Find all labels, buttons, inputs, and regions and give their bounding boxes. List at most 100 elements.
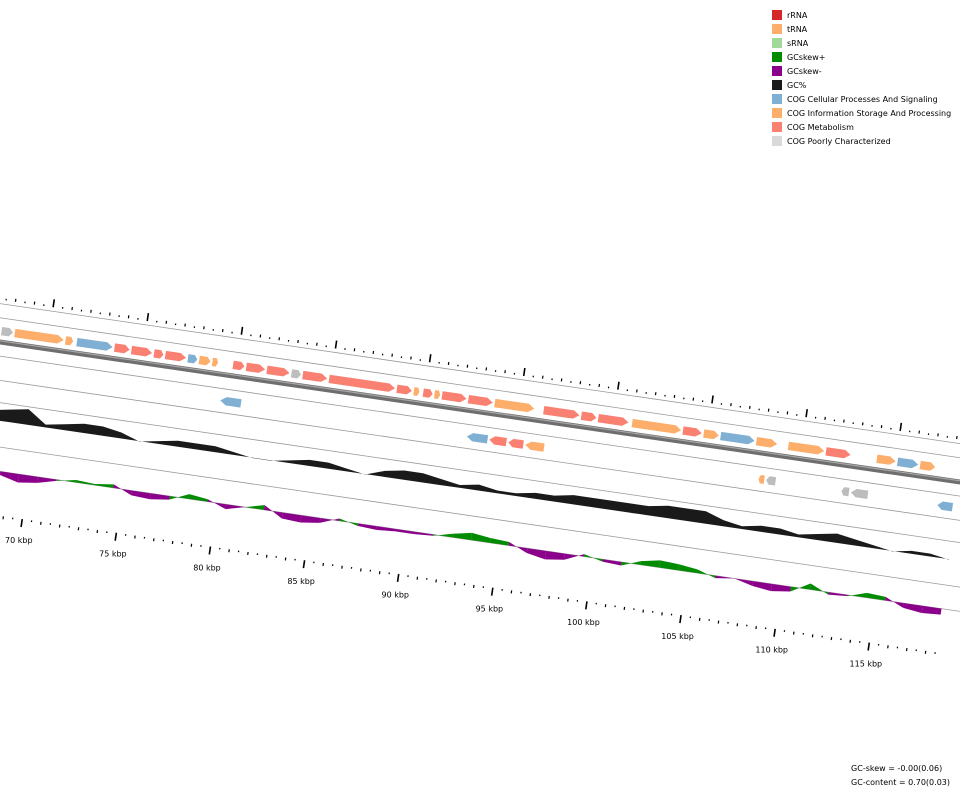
tick-mark — [490, 587, 494, 596]
reverse-gene-arrow — [466, 433, 489, 444]
reverse-gene-arrow — [766, 476, 777, 486]
legend-item: COG Information Storage And Processing — [772, 106, 951, 120]
gc-skew-segment — [75, 480, 95, 486]
reverse-gene-arrow — [758, 475, 765, 484]
forward-gene-arrow — [543, 406, 580, 419]
reverse-gene-arrow — [508, 438, 524, 449]
reverse-gene-arrow — [850, 488, 869, 499]
forward-gene-arrow — [682, 426, 702, 437]
kbp-label: 75 kbp — [99, 550, 127, 559]
gc-skew-segment — [489, 538, 510, 546]
legend-label: GCskew+ — [787, 52, 826, 62]
forward-gene-arrow — [755, 437, 778, 448]
track-guide-line — [0, 402, 960, 544]
gc-skew-segment — [921, 605, 942, 615]
forward-gene-arrow — [130, 345, 153, 357]
gc-skew-segment — [56, 479, 76, 483]
gc-skew-segment — [828, 592, 848, 597]
gc-skew-segment — [319, 518, 340, 523]
forward-gene-arrow — [720, 431, 755, 445]
gc-skew-segment — [715, 575, 735, 579]
genome-stats: GC-skew = -0.00(0.06) GC-content = 0.70(… — [851, 762, 950, 790]
reverse-gene-track — [220, 397, 954, 512]
kbp-label: 70 kbp — [5, 536, 33, 545]
kbp-label: 80 kbp — [193, 563, 221, 572]
legend-label: tRNA — [787, 24, 808, 34]
legend-swatch — [772, 66, 782, 76]
kbp-label: 110 kbp — [755, 646, 788, 655]
gc-skew-segment — [281, 512, 302, 523]
gc-skew-segment — [263, 505, 283, 519]
legend-item: tRNA — [772, 22, 951, 36]
tick-mark — [679, 615, 682, 624]
tick-mark — [584, 601, 588, 610]
forward-gene-arrow — [422, 388, 433, 398]
forward-gene-arrow — [787, 441, 825, 455]
gc-skew-segment — [207, 499, 227, 510]
forward-gene-arrow — [14, 328, 64, 344]
legend-item: GCskew- — [772, 64, 951, 78]
forward-gene-arrow — [876, 454, 896, 465]
forward-gene-arrow — [64, 336, 74, 346]
legend-label: GC% — [787, 80, 807, 90]
forward-gene-arrow — [703, 429, 719, 440]
legend-label: COG Poorly Characterized — [787, 136, 891, 146]
gc-skew-segment — [414, 531, 434, 536]
gc-skew-segment — [734, 578, 754, 586]
forward-gene-arrow — [441, 391, 467, 403]
tick-mark — [334, 340, 338, 349]
legend-swatch — [772, 122, 782, 132]
gc-skew-segment — [169, 494, 190, 500]
gc-skew-segment — [809, 583, 829, 595]
forward-gene-arrow — [153, 349, 164, 359]
legend-swatch — [772, 10, 782, 20]
tick-mark — [20, 518, 24, 528]
gc-skew-segment — [37, 476, 57, 483]
track-guide-line — [0, 355, 960, 497]
reverse-gene-arrow — [489, 436, 507, 447]
legend-swatch — [772, 24, 782, 34]
gc-skew-segment — [621, 561, 641, 566]
gc-skew-segment — [113, 484, 133, 496]
legend-label: COG Information Storage And Processing — [787, 108, 952, 118]
track-guide-line — [0, 446, 960, 588]
gc-skew-segment — [150, 493, 170, 500]
forward-gene-arrow — [413, 387, 420, 396]
gc-skew-segment — [188, 494, 208, 502]
gc-skew-segment — [452, 532, 472, 541]
gc-skew-segment — [131, 490, 151, 500]
gc-skew-segment — [395, 529, 415, 535]
reverse-gene-arrow — [841, 487, 850, 497]
tick-mark — [617, 381, 620, 390]
forward-gene-arrow — [0, 326, 13, 337]
legend: rRNA tRNA sRNA GCskew+ GCskew- GC% COG Cellula… — [772, 8, 951, 148]
gc-skew-segment — [866, 592, 886, 601]
forward-gene-arrow — [187, 354, 198, 364]
outer-tick-ruler — [5, 298, 958, 440]
legend-item: GC% — [772, 78, 951, 92]
legend-label: sRNA — [787, 38, 809, 48]
tick-mark — [773, 628, 776, 637]
tick-mark — [146, 312, 150, 322]
legend-swatch — [772, 52, 782, 62]
tick-mark — [428, 354, 432, 363]
legend-item: rRNA — [772, 8, 951, 22]
tick-mark — [208, 546, 212, 555]
gc-skew-segment — [583, 554, 603, 562]
kbp-label: 115 kbp — [850, 659, 883, 668]
legend-label: COG Cellular Processes And Signaling — [787, 94, 938, 104]
legend-label: rRNA — [787, 10, 808, 20]
legend-swatch — [772, 108, 782, 118]
gc-skew-segment — [470, 532, 491, 543]
kbp-label: 85 kbp — [287, 577, 315, 586]
gc-percent-band — [0, 409, 949, 560]
tick-mark — [899, 422, 903, 431]
track-guide-line — [0, 303, 960, 445]
forward-gene-arrow — [290, 369, 301, 379]
forward-gene-arrow — [467, 395, 493, 407]
legend-item: sRNA — [772, 36, 951, 50]
gc-skew-segment — [903, 603, 923, 614]
backbone-line — [0, 339, 960, 485]
gc-skew-segment — [771, 583, 791, 592]
gc-content-stat: GC-content = 0.70(0.03) — [851, 778, 950, 787]
